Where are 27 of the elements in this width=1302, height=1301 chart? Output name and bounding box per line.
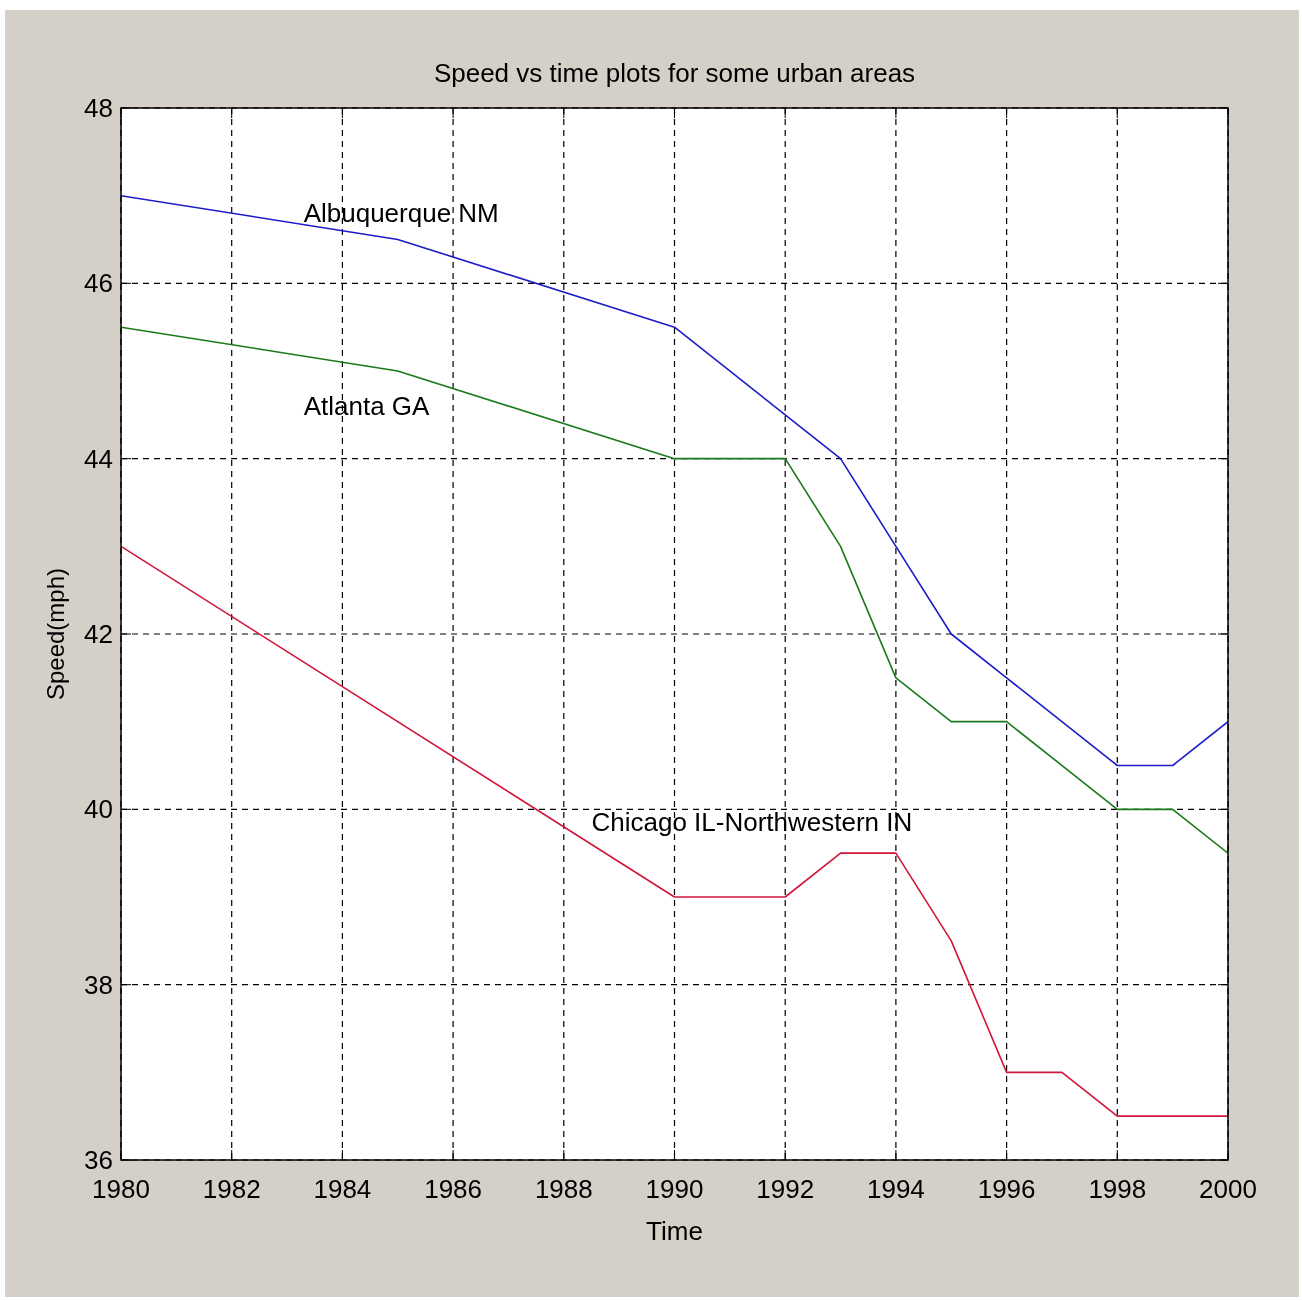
series-label: Chicago IL-Northwestern IN	[591, 807, 913, 838]
line-series	[121, 194, 1228, 767]
y-tick-label: 38	[84, 969, 113, 1000]
series-label: Albuquerque NM	[303, 197, 499, 228]
x-tick-label: 1990	[645, 1174, 704, 1204]
line-series	[121, 545, 1228, 1117]
y-tick-label: 44	[84, 443, 113, 474]
x-tick-label: 1992	[756, 1174, 815, 1204]
chart-title: Speed vs time plots for some urban areas	[433, 58, 916, 88]
x-tick-label: 1996	[977, 1174, 1036, 1204]
x-tick-label: 2000	[1199, 1174, 1257, 1204]
x-tick-label: 1988	[534, 1174, 593, 1204]
x-tick-label: 1986	[424, 1174, 483, 1204]
y-tick-label: 36	[84, 1145, 113, 1175]
x-tick-label: 1980	[92, 1174, 150, 1204]
x-tick-label: 1982	[202, 1174, 261, 1204]
x-tick-label: 1998	[1088, 1174, 1147, 1204]
y-tick-label: 40	[84, 794, 113, 825]
line-series	[121, 326, 1228, 854]
x-tick-label: 1994	[866, 1174, 925, 1204]
y-tick-label: 42	[84, 619, 113, 649]
series-label: Atlanta GA	[303, 390, 431, 421]
y-axis-title: Speed(mph)	[42, 567, 69, 701]
x-tick-label: 1984	[313, 1174, 372, 1204]
y-tick-label: 46	[84, 268, 113, 299]
x-axis-title: Time	[646, 1216, 703, 1246]
y-tick-label: 48	[84, 93, 113, 123]
